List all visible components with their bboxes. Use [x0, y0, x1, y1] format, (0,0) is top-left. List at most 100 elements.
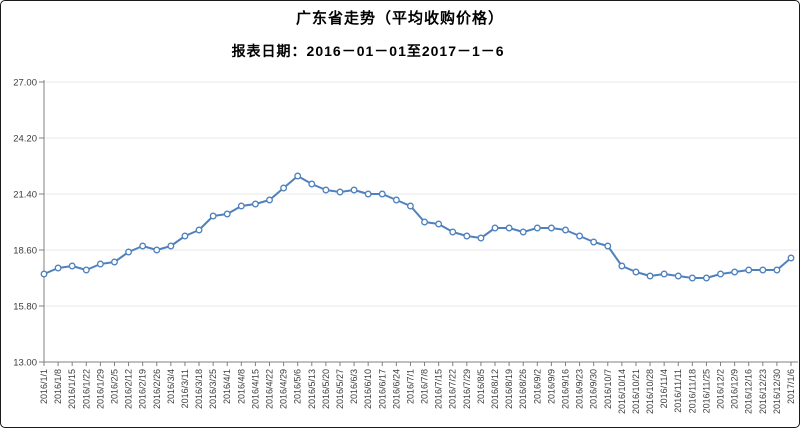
data-point [209, 212, 217, 220]
data-point [167, 242, 175, 250]
x-axis-tick-label: 2016/2/5 [109, 369, 119, 404]
data-point [68, 262, 76, 270]
x-axis-tick-label: 2016/4/8 [236, 369, 246, 404]
data-point [463, 232, 471, 240]
x-axis-tick-label: 2016/3/18 [194, 369, 204, 409]
data-point [407, 202, 414, 210]
x-axis-tick-label: 2016/5/20 [321, 369, 331, 409]
data-point [96, 260, 104, 268]
series-line [43, 175, 792, 279]
x-axis-tick-label: 2016/4/15 [250, 369, 260, 409]
x-axis-tick-label: 2016/3/11 [180, 369, 190, 408]
x-axis-tick-label: 2016/1/29 [95, 369, 105, 409]
report-date-subtitle: 报表日期：2016－01－01至2017－1－6 [231, 43, 505, 59]
x-axis-tick-label: 2016/4/22 [265, 369, 275, 409]
data-point [717, 270, 724, 278]
x-axis-tick-label: 2016/11/11 [673, 369, 683, 413]
x-axis-tick-label: 2016/9/2 [532, 369, 542, 404]
data-point [181, 232, 189, 240]
data-point [195, 226, 203, 234]
data-point [294, 172, 302, 180]
data-point [364, 190, 372, 198]
x-axis-tick-label: 2016/7/22 [448, 369, 458, 409]
data-point [125, 248, 133, 256]
x-axis-tick-label: 2016/1/8 [53, 369, 63, 404]
data-point [392, 196, 400, 204]
data-point [82, 266, 90, 274]
data-point [111, 258, 118, 266]
data-point [576, 232, 584, 240]
x-axis-tick-label: 2016/12/9 [730, 369, 740, 409]
chart-title: 广东省走势（平均收购价格） [295, 10, 504, 27]
x-axis-tick-label: 2016/12/16 [744, 369, 754, 414]
data-point [505, 224, 513, 232]
data-point [562, 226, 569, 234]
data-point [280, 184, 288, 192]
data-point [139, 242, 147, 250]
data-point [660, 270, 668, 278]
x-axis-tick-label: 2016/3/25 [208, 369, 218, 409]
x-axis-tick-label: 2016/12/30 [772, 369, 782, 414]
x-axis-tick-label: 2016/12/23 [758, 369, 768, 414]
x-axis-tick-label: 2016/1/15 [67, 369, 77, 409]
data-point [618, 262, 626, 270]
x-axis-tick-label: 2016/6/24 [391, 369, 401, 409]
data-point [477, 234, 485, 242]
x-axis-tick-label: 2016/7/15 [434, 369, 444, 409]
data-point [547, 224, 555, 232]
x-axis-tick-label: 2016/6/17 [377, 369, 387, 409]
x-axis-tick-label: 2016/5/27 [335, 369, 345, 409]
x-axis-tick-label: 2016/7/1 [405, 369, 415, 404]
data-point [702, 274, 710, 282]
data-point [251, 200, 259, 208]
y-axis-tick-label: 13.00 [13, 358, 37, 369]
x-axis-tick-label: 2016/8/19 [504, 369, 514, 409]
x-axis-tick-label: 2016/10/28 [645, 369, 655, 414]
y-axis-tick-label: 21.40 [13, 190, 37, 201]
x-axis-tick-label: 2016/5/13 [307, 369, 317, 409]
x-axis-tick-label: 2016/6/10 [363, 369, 373, 409]
data-point [378, 190, 386, 198]
data-point [674, 272, 682, 280]
data-point [787, 254, 795, 262]
x-axis-tick-label: 2016/7/29 [462, 369, 472, 409]
data-point [237, 202, 245, 210]
y-axis-tick-label: 15.80 [13, 302, 37, 313]
x-axis-tick-label: 2016/2/26 [152, 369, 162, 409]
data-point [533, 224, 541, 232]
x-axis-tick-label: 2016/6/3 [349, 369, 359, 404]
data-point [590, 238, 598, 246]
x-axis-tick-label: 2016/9/30 [589, 369, 599, 409]
data-point [40, 270, 48, 278]
x-axis-tick-label: 2016/9/9 [546, 369, 556, 404]
data-point [336, 188, 344, 196]
data-point [266, 196, 273, 204]
data-point [421, 218, 428, 226]
x-axis-tick-label: 2016/8/26 [518, 369, 528, 409]
x-axis-tick-label: 2016/11/4 [659, 369, 669, 408]
x-axis-tick-label: 2016/8/12 [490, 369, 500, 409]
data-point [322, 186, 330, 194]
data-point [308, 180, 316, 188]
x-axis-tick-label: 2016/9/16 [560, 369, 570, 409]
data-point [449, 228, 457, 236]
data-point [491, 224, 499, 232]
y-axis-tick-label: 24.20 [13, 134, 37, 145]
x-axis-tick-label: 2016/8/5 [476, 369, 486, 404]
x-axis-tick-label: 2016/7/8 [420, 369, 430, 404]
data-point [604, 242, 612, 250]
data-point [223, 210, 231, 218]
data-point [773, 266, 781, 274]
data-point [435, 220, 443, 228]
x-axis-tick-label: 2016/10/14 [617, 369, 627, 414]
x-axis-tick-label: 2016/5/6 [293, 369, 303, 404]
x-axis-tick-label: 2016/1/1 [39, 369, 49, 404]
x-axis-tick-label: 2016/9/23 [575, 369, 585, 409]
data-point [745, 266, 753, 274]
data-point [731, 268, 739, 276]
x-axis-tick-label: 2016/2/12 [124, 369, 134, 409]
data-point [350, 186, 358, 194]
data-point [688, 274, 696, 282]
data-point [54, 264, 62, 272]
